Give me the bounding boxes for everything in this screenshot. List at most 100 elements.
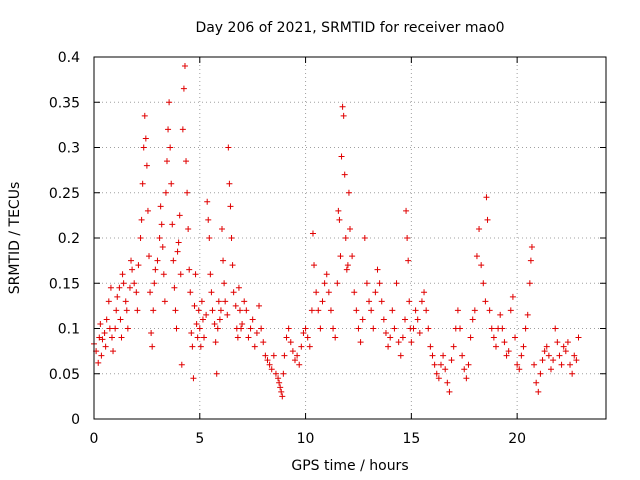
data-point-marker xyxy=(205,216,212,223)
data-point-marker xyxy=(421,289,428,296)
data-point-marker xyxy=(277,384,284,391)
data-point-marker xyxy=(374,266,381,273)
data-point-marker xyxy=(410,325,417,332)
data-point-marker xyxy=(275,375,282,382)
x-tick-label: 20 xyxy=(508,431,526,447)
data-point-marker xyxy=(106,325,113,332)
data-point-marker xyxy=(461,366,468,373)
data-point-marker xyxy=(177,271,184,278)
data-point-marker xyxy=(556,352,563,359)
data-point-marker xyxy=(152,266,159,273)
data-point-marker xyxy=(492,343,499,350)
data-point-marker xyxy=(124,325,131,332)
data-point-marker xyxy=(341,171,348,178)
data-point-marker xyxy=(412,307,419,314)
data-point-marker xyxy=(151,280,158,287)
data-point-marker xyxy=(469,316,476,323)
data-point-marker xyxy=(308,307,315,314)
data-point-marker xyxy=(268,366,275,373)
data-point-marker xyxy=(191,302,198,309)
axis-ticks xyxy=(93,56,606,420)
data-point-marker xyxy=(450,343,457,350)
data-point-marker xyxy=(166,99,173,106)
data-point-marker xyxy=(397,352,404,359)
data-point-marker xyxy=(562,348,569,355)
data-point-marker xyxy=(363,280,370,287)
data-point-marker xyxy=(404,235,411,241)
data-point-marker xyxy=(433,370,440,377)
data-point-marker xyxy=(302,325,309,332)
y-tick-label: 0.3 xyxy=(58,141,80,157)
data-point-marker xyxy=(353,307,360,314)
data-point-marker xyxy=(376,280,383,287)
data-points xyxy=(91,63,582,400)
data-point-marker xyxy=(543,343,550,350)
data-point-marker xyxy=(370,325,377,332)
data-point-marker xyxy=(335,207,342,214)
data-point-marker xyxy=(423,307,430,314)
data-point-marker xyxy=(219,225,225,232)
data-point-marker xyxy=(357,339,364,346)
data-point-marker xyxy=(342,235,349,241)
grid-lines xyxy=(94,57,606,419)
x-tick-label: 10 xyxy=(297,431,315,447)
data-point-marker xyxy=(159,244,166,251)
data-point-marker xyxy=(110,348,117,355)
data-point-marker xyxy=(564,339,571,346)
data-point-marker xyxy=(480,280,487,287)
data-point-marker xyxy=(416,330,423,337)
y-tick-label: 0 xyxy=(71,412,80,428)
data-point-marker xyxy=(235,284,242,291)
data-point-marker xyxy=(126,284,133,291)
data-point-marker xyxy=(526,280,533,287)
data-point-marker xyxy=(337,253,344,260)
data-point-marker xyxy=(473,253,480,260)
y-tick-label: 0.2 xyxy=(58,231,80,247)
data-point-marker xyxy=(158,221,165,228)
data-point-marker xyxy=(321,280,328,287)
data-point-marker xyxy=(478,262,485,269)
data-point-marker xyxy=(241,298,248,305)
data-point-marker xyxy=(425,325,432,332)
data-point-marker xyxy=(120,280,127,287)
data-point-marker xyxy=(343,266,350,273)
data-point-marker xyxy=(128,257,135,264)
data-point-marker xyxy=(193,320,200,327)
data-point-marker xyxy=(131,280,138,287)
data-point-marker xyxy=(325,289,332,296)
data-point-marker xyxy=(239,320,246,327)
data-point-marker xyxy=(264,357,271,364)
data-point-marker xyxy=(190,375,197,382)
data-point-marker xyxy=(196,325,203,332)
data-point-marker xyxy=(512,334,519,341)
data-point-marker xyxy=(361,235,368,241)
data-point-marker xyxy=(387,334,394,341)
data-point-marker xyxy=(137,235,144,241)
data-point-marker xyxy=(368,307,375,314)
data-point-marker xyxy=(206,235,213,241)
data-point-marker xyxy=(345,189,352,196)
data-point-marker xyxy=(214,325,221,332)
data-point-marker xyxy=(251,343,258,350)
data-point-marker xyxy=(95,359,102,366)
data-point-marker xyxy=(147,289,154,296)
data-point-marker xyxy=(319,298,326,305)
data-point-marker xyxy=(442,366,449,373)
data-point-marker xyxy=(571,352,578,359)
data-point-marker xyxy=(444,379,451,386)
data-point-marker xyxy=(114,293,121,300)
data-point-marker xyxy=(306,343,313,350)
data-point-marker xyxy=(212,339,219,346)
data-point-marker xyxy=(351,289,358,296)
data-point-marker xyxy=(431,361,438,368)
data-point-marker xyxy=(309,230,316,237)
data-point-marker xyxy=(129,266,136,273)
data-point-marker xyxy=(459,352,466,359)
data-point-marker xyxy=(222,298,229,305)
data-point-marker xyxy=(266,361,273,368)
x-tick-labels: 0 5 10 15 20 xyxy=(90,431,527,447)
data-point-marker xyxy=(229,262,236,269)
data-point-marker xyxy=(171,284,178,291)
data-point-marker xyxy=(181,63,188,70)
data-point-marker xyxy=(488,325,495,332)
